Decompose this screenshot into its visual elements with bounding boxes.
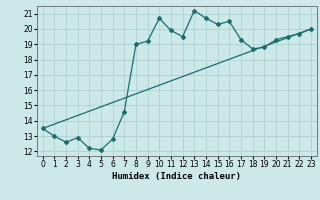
X-axis label: Humidex (Indice chaleur): Humidex (Indice chaleur) xyxy=(112,172,241,181)
